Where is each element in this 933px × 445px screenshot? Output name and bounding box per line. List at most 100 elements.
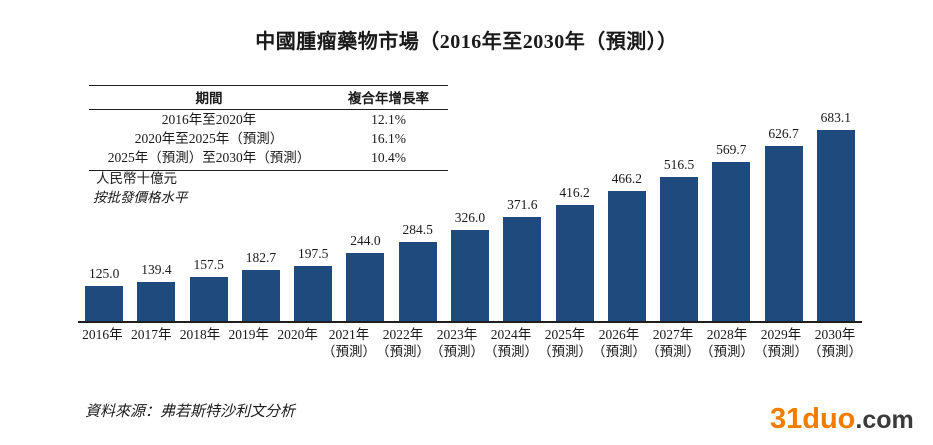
- x-axis-label: 2024年 （預測）: [484, 327, 538, 360]
- x-axis-label: 2022年 （預測）: [376, 327, 430, 360]
- cagr-table-row: 2020年至2025年（預測） 16.1%: [89, 129, 448, 148]
- bar: [346, 252, 385, 321]
- x-axis-label: 2020年: [273, 327, 322, 360]
- bar: [712, 161, 751, 321]
- bar-column: 466.2: [601, 171, 653, 321]
- x-axis-label-year: 2023年: [436, 327, 478, 342]
- bar-column: 626.7: [757, 126, 809, 321]
- x-axis-label-year: 2024年: [490, 327, 532, 342]
- x-axis-label: 2026年 （預測）: [592, 327, 646, 360]
- x-axis-label-year: 2016年: [82, 327, 123, 342]
- x-axis-label-forecast: （預測）: [591, 343, 646, 359]
- watermark-brand: 31duo: [770, 403, 856, 435]
- bar-value-label: 416.2: [559, 184, 590, 200]
- x-axis-label-forecast: （預測）: [807, 343, 862, 359]
- bar-value-label: 683.1: [820, 110, 852, 125]
- bar: [764, 145, 803, 321]
- source-note: 資料來源：弗若斯特沙利文分析: [85, 404, 296, 420]
- bar-value-label: 182.7: [245, 249, 277, 265]
- bar-column: 197.5: [287, 246, 339, 321]
- x-axis-label-forecast: （預測）: [645, 343, 700, 359]
- bar-column: 157.5: [183, 257, 235, 321]
- x-axis-label-year: 2030年: [814, 327, 856, 342]
- cagr-table-header-row: 期間 複合年增長率: [89, 85, 448, 110]
- unit-note: 人民幣十億元: [96, 171, 177, 186]
- bar-value-label: 244.0: [350, 232, 381, 248]
- x-axis-label-year: 2026年: [598, 327, 640, 342]
- x-axis-label: 2027年 （預測）: [646, 327, 700, 360]
- x-axis-label-year: 2017年: [130, 327, 172, 342]
- cagr-table: 期間 複合年增長率 2016年至2020年 12.1% 2020年至2025年（預測…: [89, 85, 448, 171]
- bar-value-label: 125.0: [88, 266, 120, 281]
- bar-column: 516.5: [653, 157, 705, 321]
- x-axis-label-year: 2028年: [706, 327, 748, 342]
- bar: [816, 130, 855, 321]
- bar-value-label: 371.6: [507, 197, 538, 213]
- bar-value-label: 466.2: [611, 170, 642, 186]
- bar: [189, 277, 228, 321]
- x-axis-label: 2021年 （預測）: [322, 327, 376, 360]
- bar-column: 416.2: [548, 185, 600, 321]
- bar-column: 371.6: [496, 197, 548, 321]
- bar-value-label: 284.5: [402, 221, 433, 237]
- x-axis-labels: 2016年 2017年 2018年 2019年 2020年 2021年 （預測） 2022年（…: [78, 327, 862, 360]
- watermark: 31duo.com: [770, 403, 914, 436]
- cagr-header-rate: 複合年增長率: [329, 85, 448, 110]
- cagr-table-row: 2016年至2020年 12.1%: [89, 110, 448, 130]
- bar: [398, 241, 437, 321]
- price-basis-note: 按批發價格水平: [93, 190, 188, 205]
- cagr-rate-cell: 16.1%: [371, 130, 406, 146]
- bar-chart: 125.0 139.4 157.5 182.7 197.5 244.0 284.5 326.0…: [78, 110, 862, 321]
- x-axis-label-year: 2018年: [179, 327, 221, 342]
- x-axis-label-forecast: （預測）: [483, 343, 538, 359]
- cagr-header-period: 期間: [89, 85, 329, 110]
- bar-value-label: 626.7: [768, 125, 799, 141]
- bar: [555, 204, 594, 321]
- bar: [137, 282, 176, 321]
- bar-column: 284.5: [392, 221, 444, 321]
- bar: [607, 190, 646, 321]
- x-axis-line: [78, 321, 862, 323]
- bar-value-label: 569.7: [716, 141, 747, 157]
- bar: [450, 229, 489, 321]
- bar-column: 244.0: [339, 233, 391, 321]
- cagr-table-body: 2016年至2020年 12.1% 2020年至2025年（預測） 16.1% 2025…: [89, 110, 448, 171]
- cagr-table-head: 期間 複合年增長率: [89, 85, 448, 110]
- bar-value-label: 326.0: [454, 209, 486, 225]
- bar: [294, 265, 333, 321]
- x-axis-label: 2028年 （預測）: [700, 327, 754, 360]
- x-axis-label-year: 2022年: [382, 327, 424, 342]
- x-axis-label-forecast: （預測）: [537, 343, 592, 359]
- x-axis-label-forecast: （預測）: [753, 343, 808, 359]
- bar: [503, 217, 542, 321]
- bar-column: 569.7: [705, 142, 757, 321]
- bar: [660, 176, 699, 321]
- x-axis-label-forecast: （預測）: [429, 343, 484, 359]
- bar: [85, 286, 124, 321]
- cagr-table-row: 2025年（預測）至2030年（預測） 10.4%: [89, 148, 448, 171]
- cagr-period-cell: 2016年至2020年: [161, 111, 257, 127]
- x-axis-label: 2029年 （預測）: [754, 327, 808, 360]
- x-axis-label-forecast: （預測）: [699, 343, 754, 359]
- watermark-suffix: .com: [855, 406, 914, 434]
- x-axis-label: 2018年: [176, 327, 225, 360]
- bar-column: 182.7: [235, 250, 287, 321]
- bar-column: 139.4: [130, 262, 182, 321]
- x-axis-label: 2019年: [224, 327, 273, 360]
- x-axis-label-year: 2027年: [652, 327, 694, 342]
- bar-column: 326.0: [444, 210, 496, 321]
- cagr-period-cell: 2025年（預測）至2030年（預測）: [89, 148, 329, 171]
- x-axis-label: 2025年 （預測）: [538, 327, 592, 360]
- cagr-period-cell: 2020年至2025年（預測）: [134, 130, 284, 146]
- x-axis-label-forecast: （預測）: [375, 343, 430, 359]
- x-axis-label: 2017年: [127, 327, 176, 360]
- x-axis-label: 2030年 （預測）: [808, 327, 862, 360]
- cagr-rate-cell: 10.4%: [329, 148, 448, 171]
- cagr-rate-cell: 12.1%: [371, 111, 406, 127]
- x-axis-label-year: 2025年: [544, 327, 586, 342]
- bar-column: 125.0: [78, 266, 130, 321]
- bar-value-label: 139.4: [141, 262, 172, 277]
- bar-value-label: 516.5: [663, 156, 695, 172]
- x-axis-label: 2016年: [78, 327, 127, 360]
